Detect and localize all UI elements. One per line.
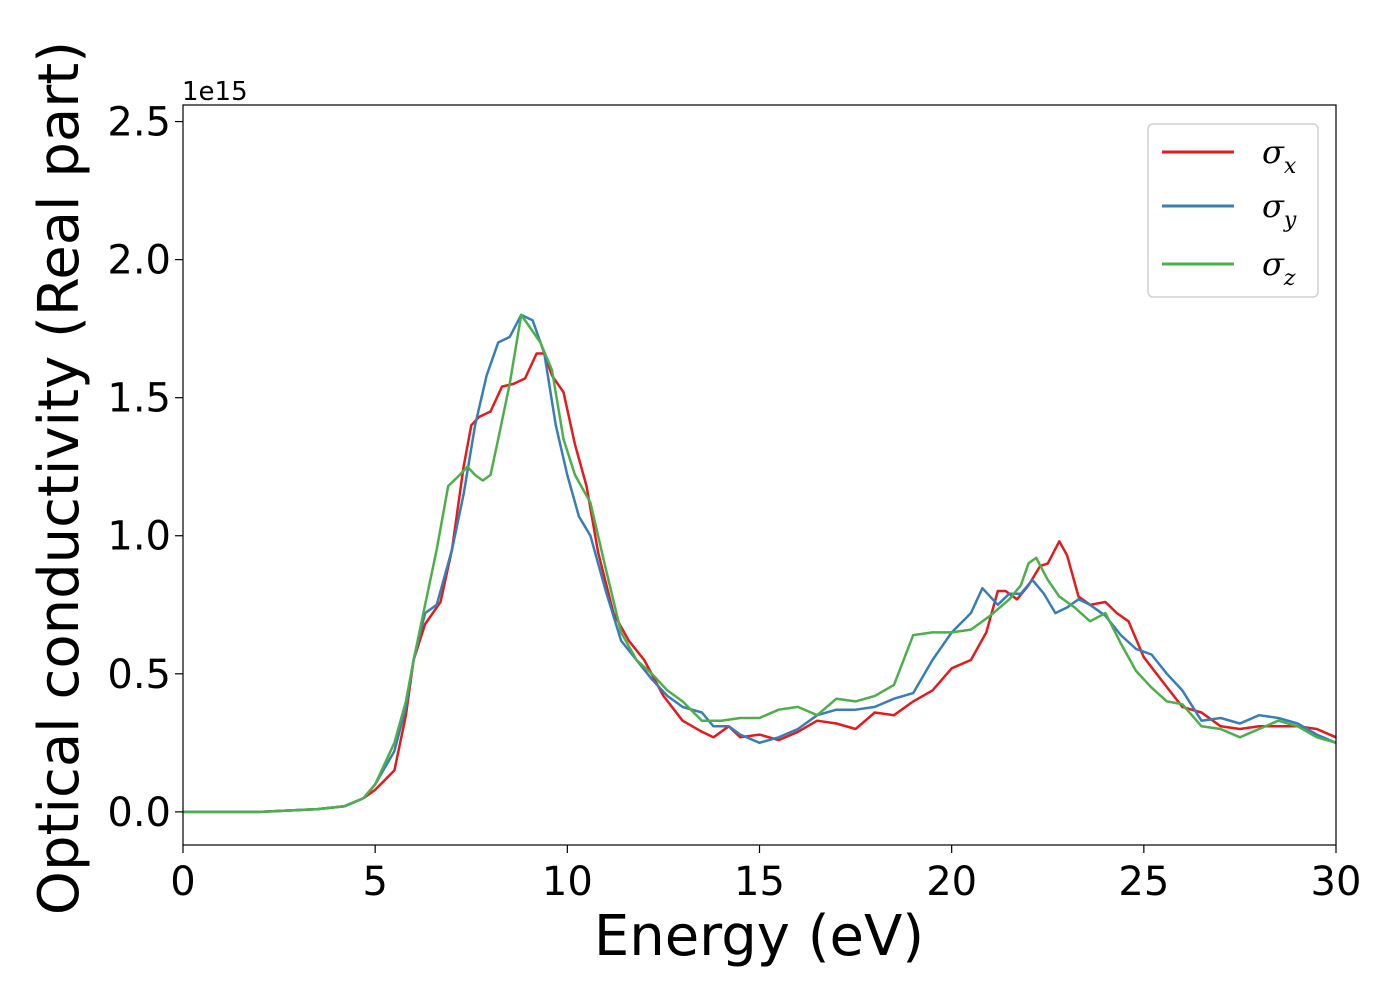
x-tick-label: 20: [926, 859, 977, 905]
legend-label: σz: [1262, 245, 1296, 291]
plot-lines: [183, 313, 1337, 814]
x-tick-label: 30: [1311, 859, 1362, 905]
legend-label: σy: [1262, 187, 1297, 233]
y-tick-label: 1.5: [107, 376, 171, 422]
x-tick-label: 0: [170, 859, 195, 905]
y-axis-label: Optical conductivity (Real part): [27, 41, 92, 915]
series-line-sigma-x: [183, 352, 1337, 814]
x-tick-label: 10: [542, 859, 593, 905]
y-axis-offset-label: 1e15: [182, 77, 248, 107]
plot-frame: [182, 104, 1337, 846]
series-line-sigma-z: [183, 313, 1337, 814]
y-tick-label: 0.0: [107, 790, 171, 836]
x-tick-label: 5: [362, 859, 387, 905]
y-tick-label: 2.5: [107, 100, 171, 146]
y-tick-label: 1.0: [107, 514, 171, 560]
x-axis-ticks: 0 5 10 15 20 25 30: [170, 845, 1361, 905]
x-tick-label: 15: [734, 859, 785, 905]
x-axis-label: Energy (eV): [594, 904, 924, 969]
series-line-sigma-y: [183, 313, 1337, 814]
y-tick-label: 0.5: [107, 652, 171, 698]
y-axis-ticks: 0.0 0.5 1.0 1.5 2.0 2.5: [107, 100, 183, 836]
legend-entry-sigma-x: σx: [1162, 133, 1297, 179]
y-tick-label: 2.0: [107, 238, 171, 284]
legend-label: σx: [1262, 133, 1297, 179]
legend: σx σy σz: [1147, 123, 1319, 298]
legend-entry-sigma-z: σz: [1162, 245, 1296, 291]
legend-entry-sigma-y: σy: [1162, 187, 1297, 233]
legend-box: [1147, 123, 1319, 298]
x-tick-label: 25: [1118, 859, 1169, 905]
